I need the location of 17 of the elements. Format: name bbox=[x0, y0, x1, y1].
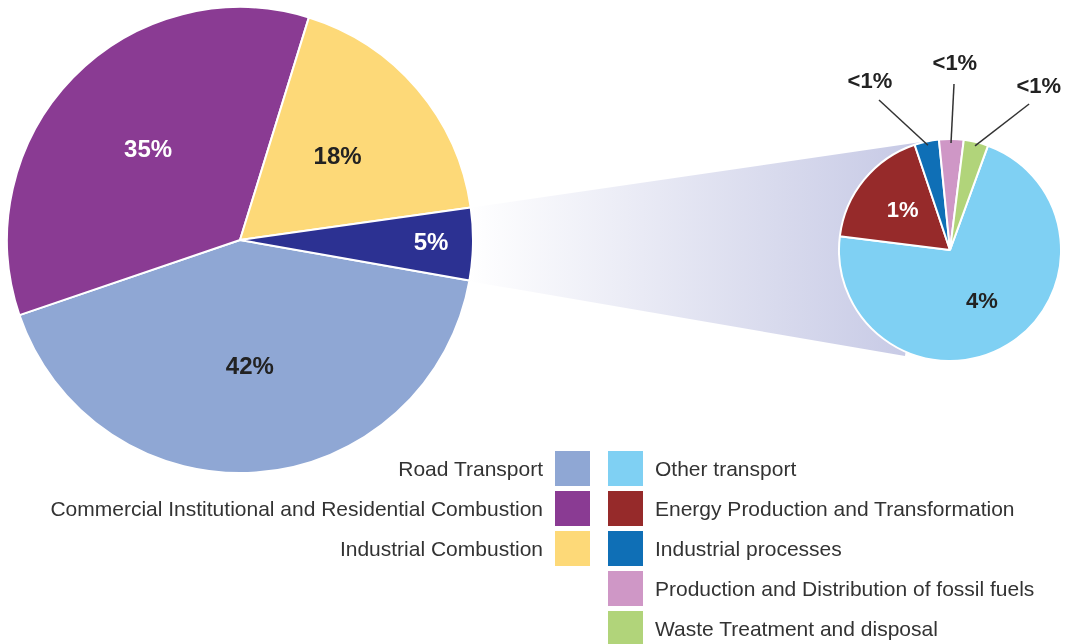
data-label: 1% bbox=[886, 197, 919, 223]
data-label: 4% bbox=[965, 288, 998, 314]
legend-label: Production and Distribution of fossil fuels bbox=[655, 576, 1035, 601]
legend-label: Energy Production and Transformation bbox=[655, 496, 1015, 521]
legend-label: Other transport bbox=[655, 456, 797, 481]
data-label: <1% bbox=[1016, 72, 1062, 98]
legend-label: Commercial Institutional and Residential Combustion bbox=[50, 496, 543, 521]
legend-label: Road Transport bbox=[398, 456, 543, 481]
legend-label: Industrial Combustion bbox=[339, 536, 543, 561]
data-label: <1% bbox=[932, 50, 978, 76]
legend-label: Industrial processes bbox=[655, 536, 842, 561]
data-label: 18% bbox=[313, 141, 362, 169]
data-label: 35% bbox=[124, 135, 173, 163]
data-label: 5% bbox=[413, 227, 449, 255]
legend-label: Waste Treatment and disposal bbox=[655, 616, 938, 641]
data-label: 42% bbox=[225, 352, 274, 380]
data-label: <1% bbox=[847, 68, 893, 94]
